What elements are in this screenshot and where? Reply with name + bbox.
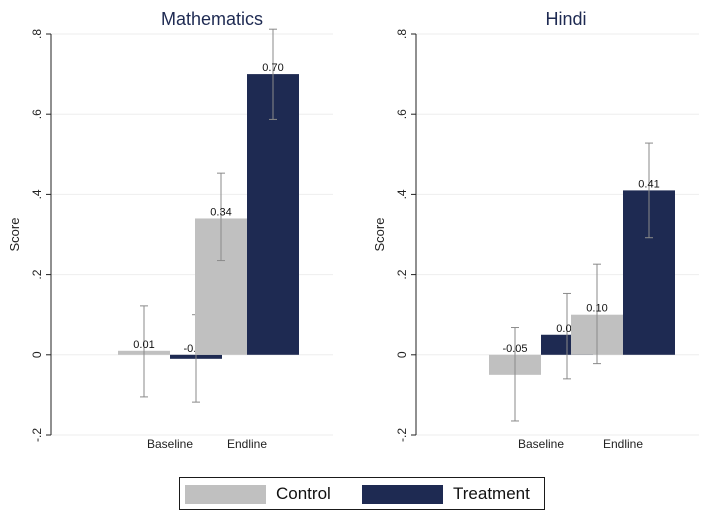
hindi-y-tick-label: .8 bbox=[395, 29, 409, 39]
legend-label-control: Control bbox=[276, 484, 331, 503]
legend-label-treatment: Treatment bbox=[453, 484, 530, 503]
legend-swatch-treatment bbox=[362, 484, 443, 504]
hindi-y-tick-label: -.2 bbox=[395, 428, 409, 442]
legend-item-control: Control bbox=[185, 484, 331, 504]
hindi-y-tick-label: .2 bbox=[395, 269, 409, 279]
hindi-data-label-treatment-endline: 0.41 bbox=[638, 178, 659, 190]
mathematics-title: Mathematics bbox=[161, 9, 263, 29]
mathematics-y-tick-label: .2 bbox=[30, 269, 44, 279]
hindi-title: Hindi bbox=[545, 9, 586, 29]
hindi-y-axis-label: Score bbox=[372, 218, 387, 252]
hindi-y-tick-label: .6 bbox=[395, 109, 409, 119]
legend-swatch-control bbox=[185, 484, 266, 504]
mathematics-x-tick-label: Baseline bbox=[147, 437, 193, 451]
mathematics-y-axis-label: Score bbox=[7, 218, 22, 252]
mathematics-y-tick-label: -.2 bbox=[30, 428, 44, 442]
mathematics-panel: Mathematics-.20.2.4.6.8Score0.01-0.01Bas… bbox=[7, 9, 333, 451]
mathematics-data-label-control-baseline: 0.01 bbox=[133, 339, 154, 351]
hindi-data-label-control-baseline: -0.05 bbox=[502, 343, 527, 355]
mathematics-y-tick-label: 0 bbox=[30, 351, 44, 358]
mathematics-y-tick-label: .8 bbox=[30, 29, 44, 39]
hindi-data-label-control-endline: 0.10 bbox=[586, 303, 607, 315]
legend: Control Treatment bbox=[179, 477, 545, 510]
hindi-x-tick-label: Baseline bbox=[518, 437, 564, 451]
hindi-panel: Hindi-.20.2.4.6.8Score-0.050.05Baseline0… bbox=[372, 9, 699, 451]
mathematics-x-tick-label: Endline bbox=[227, 437, 267, 451]
mathematics-y-tick-label: .4 bbox=[30, 189, 44, 199]
hindi-x-tick-label: Endline bbox=[603, 437, 643, 451]
hindi-y-tick-label: .4 bbox=[395, 189, 409, 199]
mathematics-y-tick-label: .6 bbox=[30, 109, 44, 119]
hindi-y-tick-label: 0 bbox=[395, 351, 409, 358]
mathematics-data-label-control-endline: 0.34 bbox=[210, 206, 231, 218]
legend-item-treatment: Treatment bbox=[362, 484, 530, 504]
mathematics-data-label-treatment-endline: 0.70 bbox=[262, 62, 283, 74]
mathematics-bar-treatment-endline bbox=[247, 74, 299, 355]
